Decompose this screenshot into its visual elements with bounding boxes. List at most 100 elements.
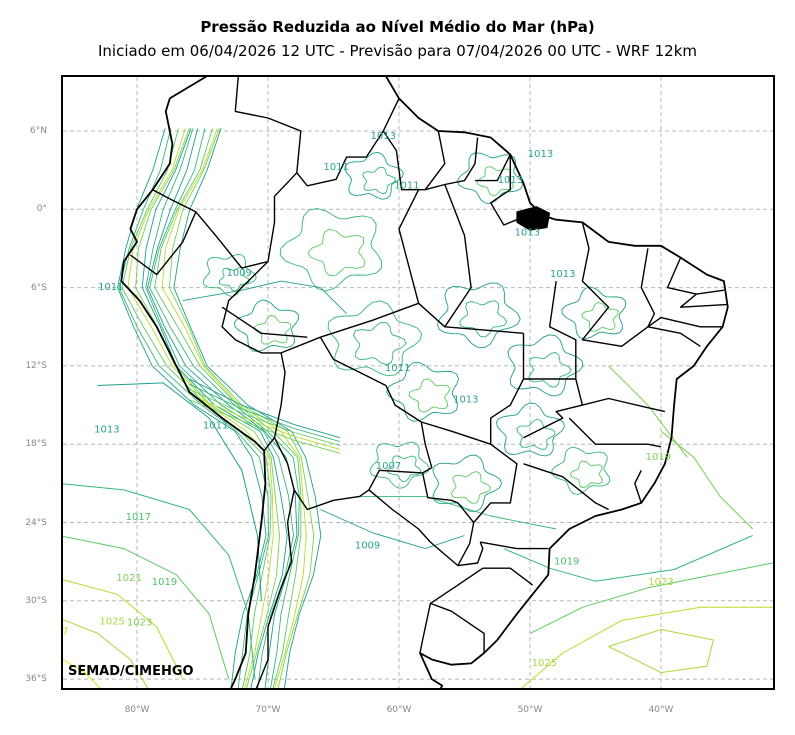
latitude-tick-label: 30°S xyxy=(25,595,47,606)
isobar xyxy=(408,378,451,413)
isobar xyxy=(189,383,341,443)
isobar xyxy=(503,535,753,582)
border-line xyxy=(482,567,534,586)
isobar-label: 1009 xyxy=(355,541,380,552)
isobar xyxy=(63,579,184,680)
border-line xyxy=(280,336,433,474)
border-line xyxy=(581,222,649,347)
pressure-map: 1013 1013 1011 1011 1013 1013 1009 1011 1013 1011… xyxy=(63,77,773,688)
isobar xyxy=(182,280,347,315)
isobar xyxy=(189,388,341,446)
longitude-tick-label: 40°W xyxy=(648,705,674,715)
isobar xyxy=(660,430,754,530)
isobar xyxy=(369,441,430,489)
isobar-label: 1013 xyxy=(550,269,575,280)
isobar xyxy=(189,378,341,439)
isobar-label: 1023 xyxy=(127,618,152,629)
border-line xyxy=(679,293,727,308)
isobar xyxy=(233,299,299,353)
isobar xyxy=(386,362,459,422)
isobar-label: 1013 xyxy=(515,227,540,238)
isobars xyxy=(63,128,773,688)
latitude-tick-label: 24°S xyxy=(25,517,47,528)
isobar xyxy=(459,300,508,338)
isobar-label: 1021 xyxy=(116,573,141,584)
border-line xyxy=(368,472,475,567)
isobar xyxy=(279,208,383,292)
isobar xyxy=(63,619,149,688)
isobar xyxy=(437,282,521,349)
isobar xyxy=(528,352,572,388)
isobar xyxy=(520,606,773,688)
isobar xyxy=(118,128,269,688)
border-line xyxy=(398,189,420,304)
isobar-label: 1025 xyxy=(99,616,124,627)
isobar-label: 1011 xyxy=(394,180,419,191)
isobar xyxy=(529,562,773,634)
isobar-label: 1013 xyxy=(528,149,553,160)
isobar xyxy=(161,128,307,688)
isobar xyxy=(149,128,300,688)
isobar xyxy=(569,460,603,488)
border-line xyxy=(169,77,729,688)
border-line xyxy=(548,280,577,379)
isobar xyxy=(507,334,584,397)
isobar-label: 1011 xyxy=(98,282,123,293)
isobar-label: 1027 xyxy=(63,627,69,638)
isobar xyxy=(135,128,280,688)
isobar xyxy=(495,402,565,457)
isobar xyxy=(189,394,341,450)
map-title: Pressão Reduzida ao Nível Médio do Mar (… xyxy=(200,18,595,36)
border-line xyxy=(425,137,479,191)
border-line xyxy=(634,469,642,504)
isobar xyxy=(362,166,396,195)
isobar xyxy=(189,399,341,454)
isobar xyxy=(386,455,422,482)
isobar-label: 1019 xyxy=(152,577,177,588)
border-line xyxy=(523,378,584,439)
isobar xyxy=(320,509,465,550)
isobar-label: 1019 xyxy=(554,556,579,567)
border-line xyxy=(129,211,197,276)
longitude-tick-label: 80°W xyxy=(124,705,150,715)
isobar xyxy=(168,128,315,688)
border-line xyxy=(444,184,472,328)
isobar xyxy=(154,128,302,688)
border-line xyxy=(480,541,549,550)
isobar xyxy=(359,495,557,530)
isobar-label: 1013 xyxy=(453,394,478,405)
border-line xyxy=(382,130,446,191)
border-line xyxy=(457,541,484,567)
map-panel: 1013 1013 1011 1011 1013 1013 1009 1011 1013 1011… xyxy=(61,75,775,690)
isobar-label: 1019 xyxy=(646,452,671,463)
isobar xyxy=(63,535,230,680)
latitude-tick-label: 36°S xyxy=(25,674,47,685)
isobar xyxy=(127,128,274,688)
isobar xyxy=(516,418,556,450)
isobar xyxy=(63,659,101,688)
credit-label: SEMAD/CIMEHGO xyxy=(68,664,194,679)
border-line xyxy=(523,463,609,511)
isobar-label: 1017 xyxy=(126,512,151,523)
border-line xyxy=(582,397,666,413)
border-line xyxy=(666,257,724,295)
border-line xyxy=(255,489,295,688)
isobar xyxy=(141,128,288,688)
border-line xyxy=(221,261,286,452)
map-subtitle: Iniciado em 06/04/2026 12 UTC - Previsão… xyxy=(97,42,698,60)
isobar xyxy=(608,365,688,458)
isobar xyxy=(457,152,524,204)
isobar-label: 1013 xyxy=(94,424,119,435)
isobar-label: 1011 xyxy=(385,363,410,374)
isobar xyxy=(608,629,714,674)
isobar xyxy=(173,128,322,688)
isobar-label: 1011 xyxy=(203,421,228,432)
isobar xyxy=(146,128,298,688)
latitude-tick-label: 18°S xyxy=(25,439,47,450)
isobar xyxy=(253,314,292,345)
border-line xyxy=(120,98,267,688)
border-line xyxy=(475,154,511,182)
isobar xyxy=(432,454,503,512)
longitude-tick-label: 70°W xyxy=(255,705,281,715)
isobar-label: 1007 xyxy=(376,461,401,472)
